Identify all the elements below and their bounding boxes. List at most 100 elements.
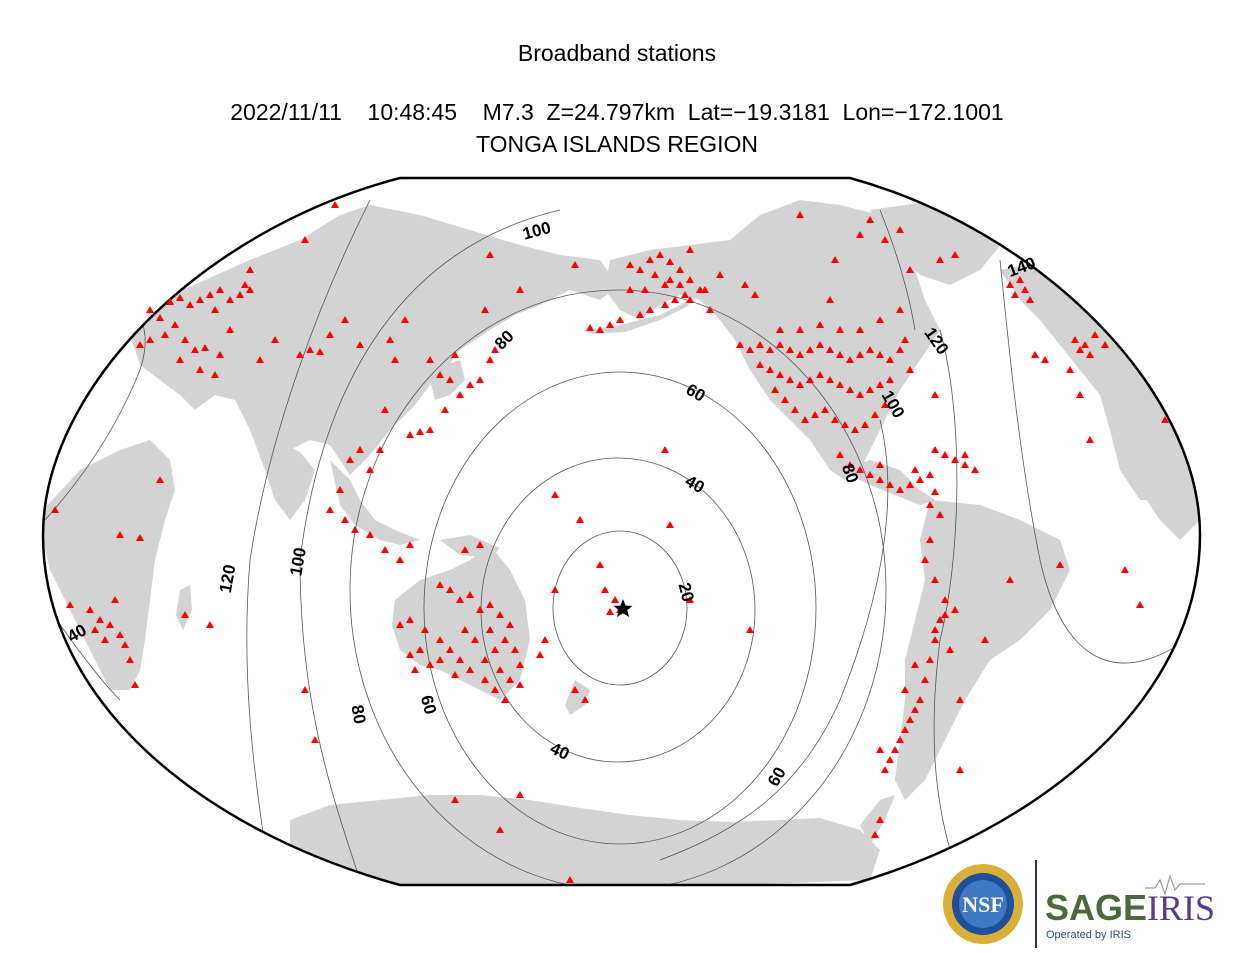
station-triangle-icon bbox=[211, 371, 219, 378]
station-triangle-icon bbox=[741, 281, 749, 288]
station-triangle-icon bbox=[516, 286, 524, 293]
contour-label-20: 20 bbox=[674, 581, 697, 604]
station-triangle-icon bbox=[961, 451, 969, 458]
station-triangle-icon bbox=[676, 281, 684, 288]
station-triangle-icon bbox=[446, 586, 454, 593]
station-triangle-icon bbox=[1086, 436, 1094, 443]
station-triangle-icon bbox=[296, 351, 304, 358]
station-triangle-icon bbox=[421, 626, 429, 633]
globe-outline bbox=[41, 176, 1202, 887]
station-triangle-icon bbox=[1086, 351, 1094, 358]
station-triangle-icon bbox=[381, 546, 389, 553]
station-triangle-icon bbox=[571, 261, 579, 268]
station-triangle-icon bbox=[386, 336, 394, 343]
station-triangle-icon bbox=[861, 421, 869, 428]
station-triangle-icon bbox=[881, 236, 889, 243]
station-triangle-icon bbox=[826, 296, 834, 303]
station-triangle-icon bbox=[921, 676, 929, 683]
station-triangle-icon bbox=[181, 336, 189, 343]
station-triangle-icon bbox=[901, 686, 909, 693]
station-triangle-icon bbox=[856, 351, 864, 358]
station-triangle-icon bbox=[406, 431, 414, 438]
station-triangle-icon bbox=[211, 306, 219, 313]
station-triangle-icon bbox=[896, 346, 904, 353]
distance-contours bbox=[43, 199, 1200, 885]
station-triangle-icon bbox=[491, 346, 499, 353]
station-triangle-icon bbox=[201, 344, 209, 351]
station-triangle-icon bbox=[931, 576, 939, 583]
station-triangle-icon bbox=[416, 646, 424, 653]
station-triangle-icon bbox=[401, 316, 409, 323]
station-triangle-icon bbox=[786, 376, 794, 383]
station-triangle-icon bbox=[326, 506, 334, 513]
station-triangle-icon bbox=[856, 391, 864, 398]
station-triangle-icon bbox=[706, 306, 714, 313]
station-triangle-icon bbox=[906, 481, 914, 488]
station-triangle-icon bbox=[941, 596, 949, 603]
station-triangle-icon bbox=[91, 626, 99, 633]
station-triangle-icon bbox=[901, 726, 909, 733]
station-triangle-icon bbox=[656, 251, 664, 258]
station-triangle-icon bbox=[746, 346, 754, 353]
station-triangle-icon bbox=[751, 291, 759, 298]
station-triangle-icon bbox=[596, 561, 604, 568]
station-triangle-icon bbox=[481, 676, 489, 683]
station-triangle-icon bbox=[616, 316, 624, 323]
station-triangle-icon bbox=[826, 376, 834, 383]
station-triangle-icon bbox=[1026, 296, 1034, 303]
station-triangle-icon bbox=[606, 608, 614, 615]
station-triangle-icon bbox=[196, 296, 204, 303]
contour-label-80-c: 80 bbox=[347, 703, 369, 725]
station-triangle-icon bbox=[146, 306, 154, 313]
map-title: Broadband stations bbox=[517, 40, 717, 66]
station-triangle-icon bbox=[466, 591, 474, 598]
station-triangle-icon bbox=[911, 466, 919, 473]
contour-label-100-c: 100 bbox=[286, 546, 310, 577]
station-triangle-icon bbox=[51, 506, 59, 513]
station-triangle-icon bbox=[876, 816, 884, 823]
station-triangle-icon bbox=[926, 536, 934, 543]
station-triangle-icon bbox=[666, 276, 674, 283]
station-triangle-icon bbox=[301, 686, 309, 693]
station-triangle-icon bbox=[461, 626, 469, 633]
station-triangle-icon bbox=[406, 541, 414, 548]
station-triangle-icon bbox=[301, 236, 309, 243]
station-triangle-icon bbox=[791, 406, 799, 413]
station-triangle-icon bbox=[366, 531, 374, 538]
station-triangle-icon bbox=[246, 286, 254, 293]
seismogram-icon bbox=[1145, 874, 1205, 896]
station-triangle-icon bbox=[836, 351, 844, 358]
station-triangle-icon bbox=[1091, 331, 1099, 338]
japan bbox=[430, 360, 465, 400]
antarctic-peninsula bbox=[860, 795, 895, 845]
contour-60 bbox=[423, 371, 817, 845]
station-triangle-icon bbox=[126, 656, 134, 663]
station-triangle-icon bbox=[816, 371, 824, 378]
station-triangle-icon bbox=[1136, 601, 1144, 608]
station-triangle-icon bbox=[551, 586, 559, 593]
station-triangle-icon bbox=[456, 596, 464, 603]
station-triangle-icon bbox=[306, 346, 314, 353]
station-triangle-icon bbox=[866, 386, 874, 393]
station-triangle-icon bbox=[451, 351, 459, 358]
new-guinea bbox=[440, 535, 500, 558]
station-triangle-icon bbox=[351, 526, 359, 533]
station-triangle-icon bbox=[646, 306, 654, 313]
station-triangle-icon bbox=[536, 651, 544, 658]
station-triangle-icon bbox=[486, 251, 494, 258]
southeast-asia bbox=[330, 460, 420, 545]
station-triangle-icon bbox=[581, 696, 589, 703]
station-triangle-icon bbox=[456, 391, 464, 398]
station-triangle-icon bbox=[161, 331, 169, 338]
station-triangle-icon bbox=[661, 301, 669, 308]
station-triangle-icon bbox=[486, 626, 494, 633]
station-triangle-icon bbox=[186, 301, 194, 308]
station-triangle-icon bbox=[466, 381, 474, 388]
station-triangle-icon bbox=[681, 291, 689, 298]
station-triangle-icon bbox=[641, 286, 649, 293]
station-triangle-icon bbox=[241, 281, 249, 288]
station-triangle-icon bbox=[941, 611, 949, 618]
station-triangle-icon bbox=[851, 426, 859, 433]
station-triangle-icon bbox=[646, 256, 654, 263]
station-triangle-icon bbox=[486, 356, 494, 363]
